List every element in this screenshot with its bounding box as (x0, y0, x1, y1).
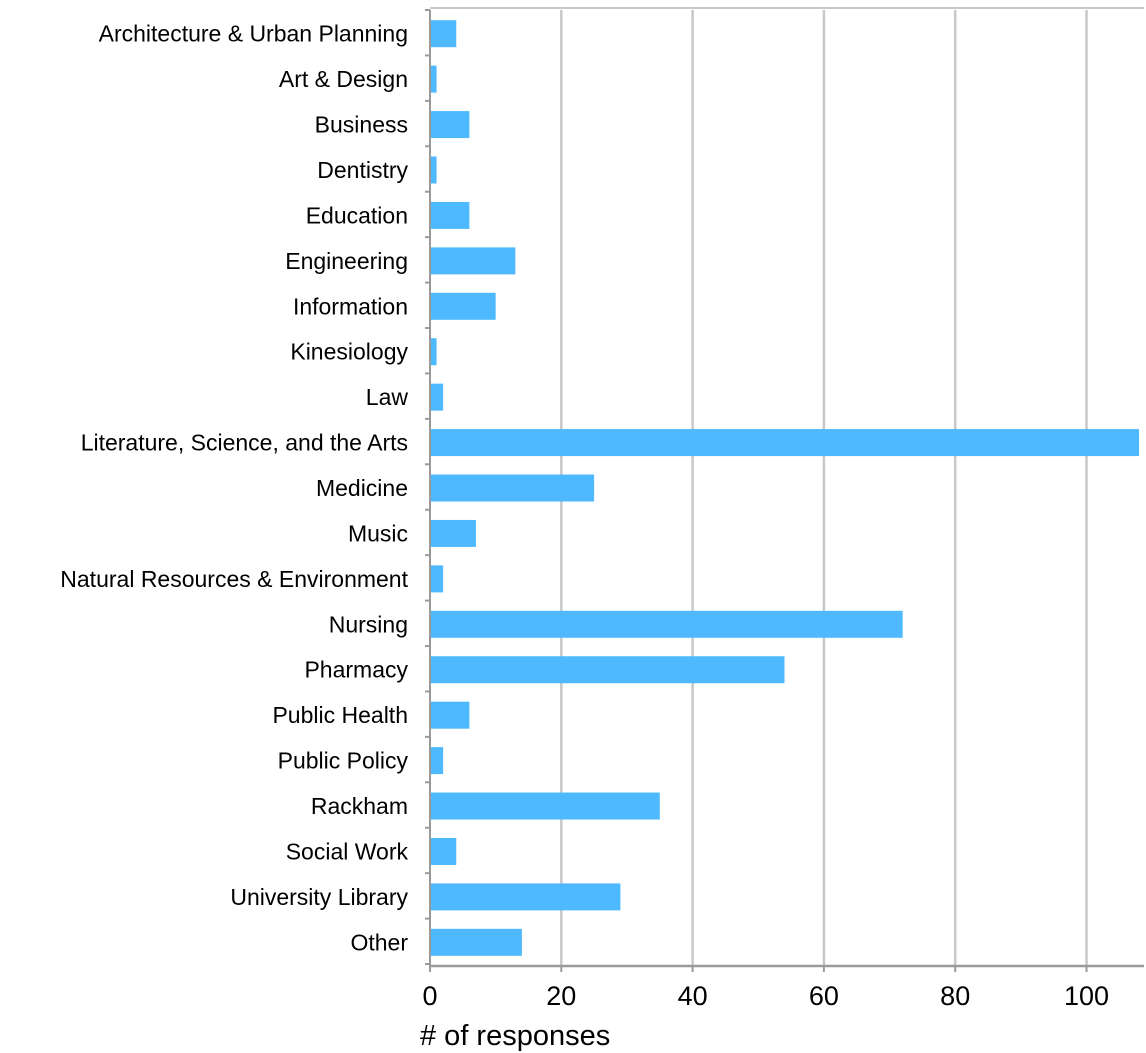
bar (430, 565, 444, 593)
grid-layer (560, 10, 1088, 966)
bar (430, 837, 457, 865)
x-axis-title: # of responses (420, 1020, 610, 1052)
category-label: Public Health (272, 702, 408, 728)
bar (430, 747, 444, 775)
category-label: Dentistry (317, 157, 408, 183)
bar (430, 656, 785, 684)
bar (430, 201, 470, 229)
category-label: Other (350, 929, 408, 955)
category-label: Music (348, 520, 408, 546)
label-layer: Architecture & Urban Planning Art & Desig… (60, 21, 408, 956)
category-label: Art & Design (279, 66, 408, 92)
bar (430, 883, 621, 911)
x-tick-label: 100 (1064, 981, 1109, 1011)
bar (430, 111, 470, 139)
x-tick-label: 80 (940, 981, 970, 1011)
axis-layer: 0 20 40 60 80 100 (422, 7, 1144, 1011)
bar (430, 20, 457, 48)
bar (430, 383, 444, 411)
category-label: Information (293, 293, 408, 319)
category-label: Literature, Science, and the Arts (81, 430, 408, 456)
category-label: Nursing (329, 611, 408, 637)
category-label: Social Work (286, 838, 409, 864)
bar (430, 65, 437, 93)
category-label: Engineering (285, 248, 408, 274)
category-label: Natural Resources & Environment (60, 566, 408, 592)
x-tick-label: 20 (546, 981, 576, 1011)
category-label: Pharmacy (304, 657, 408, 683)
bar (430, 519, 476, 547)
category-label: Rackham (311, 793, 408, 819)
x-tick-label: 40 (678, 981, 708, 1011)
x-tick-label: 0 (422, 981, 437, 1011)
bar (430, 156, 437, 184)
bar (430, 928, 522, 956)
category-label: University Library (230, 884, 408, 910)
category-label: Business (315, 112, 408, 138)
bar (430, 610, 903, 638)
bar (430, 338, 437, 366)
bar-layer (430, 20, 1140, 956)
bar (430, 701, 470, 729)
bar (430, 429, 1140, 457)
category-label: Public Policy (278, 748, 409, 774)
category-label: Medicine (316, 475, 408, 501)
category-label: Education (306, 202, 408, 228)
bar (430, 247, 516, 275)
category-label: Kinesiology (290, 339, 408, 365)
bar (430, 474, 595, 502)
x-tick-label: 60 (809, 981, 839, 1011)
category-label: Law (366, 384, 409, 410)
bar (430, 292, 496, 320)
category-label: Architecture & Urban Planning (99, 21, 408, 47)
bar (430, 792, 660, 820)
